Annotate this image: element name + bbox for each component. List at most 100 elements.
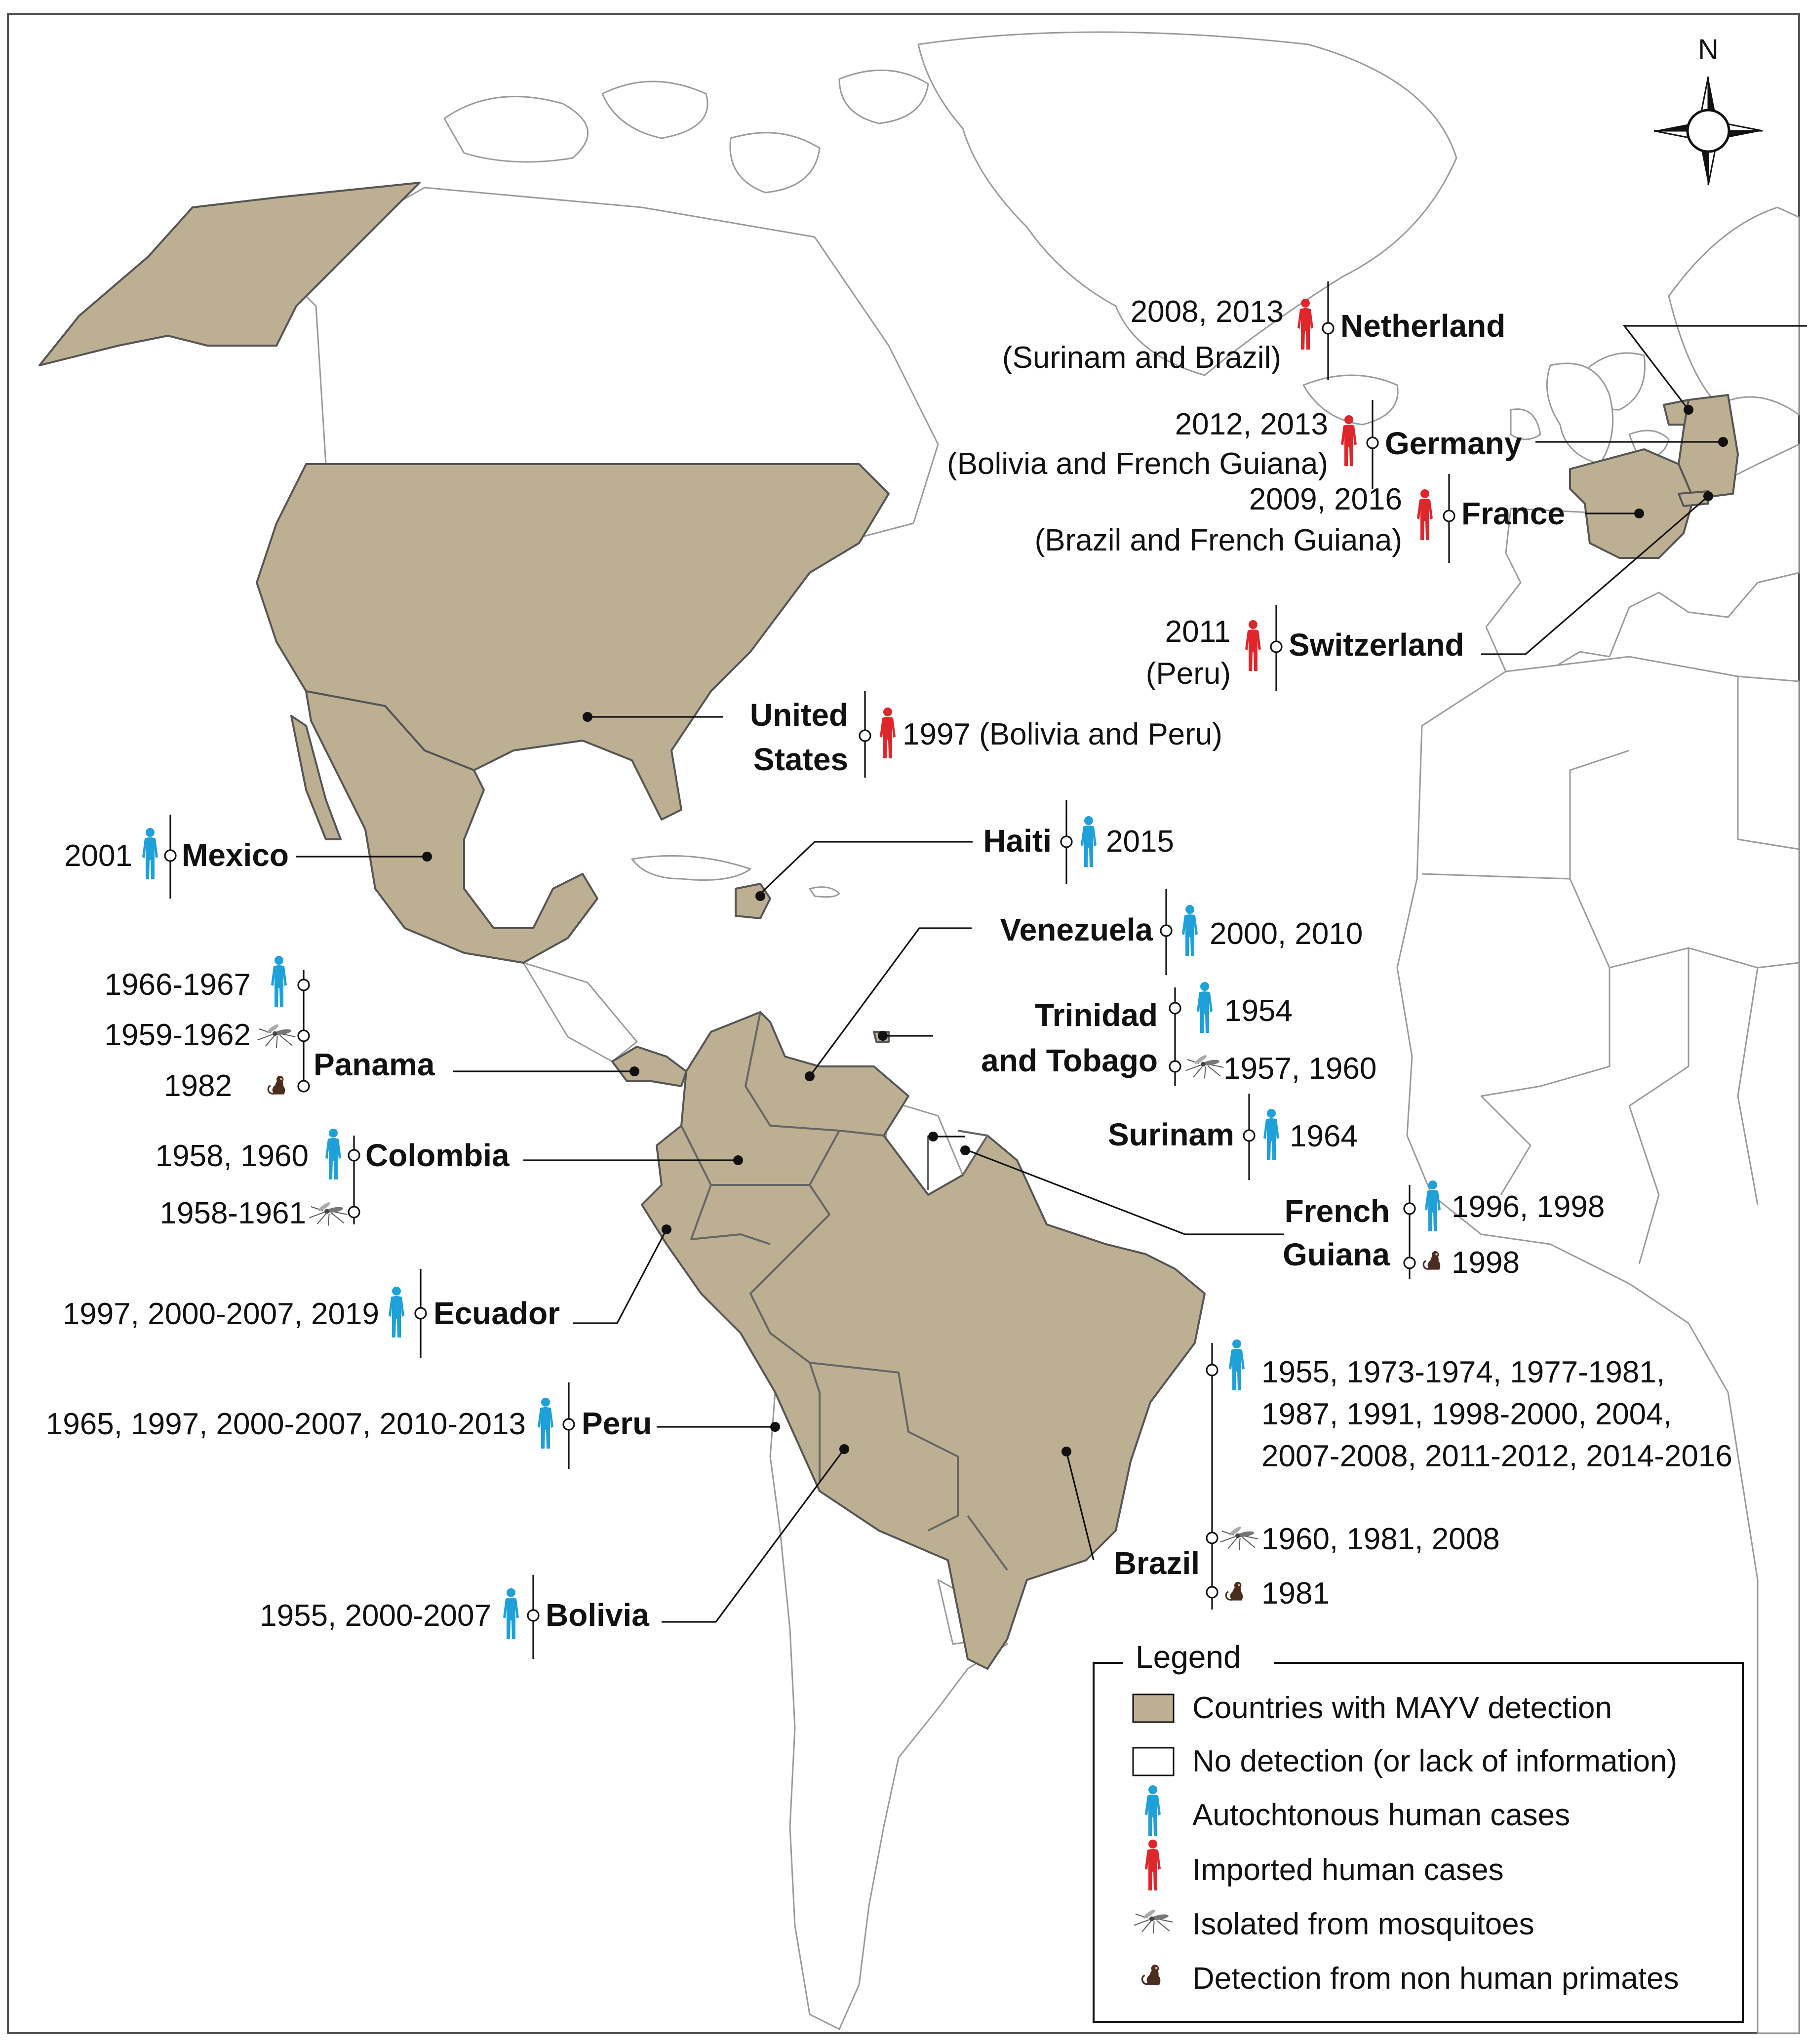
brazil-human-years-line1: 1955, 1973-1974, 1977-1981, [1261, 1355, 1665, 1389]
trinidad-human-years: 1954 [1224, 994, 1293, 1028]
colombia-mosquito-years: 1958-1961 [160, 1196, 307, 1230]
country-panama [611, 1046, 687, 1087]
autochthonous-human-icon [1263, 1109, 1279, 1160]
peru-years: 1965, 1997, 2000-2007, 2010-2013 [46, 1407, 526, 1441]
trinidad-name-line1: Trinidad [1035, 997, 1158, 1033]
mosquito-icon [309, 1200, 348, 1226]
autochthonous-human-icon [271, 956, 287, 1007]
annotation-ecuador: 1997, 2000-2007, 2019 Ecuador [63, 1269, 560, 1358]
autochthonous-human-icon [1081, 816, 1097, 867]
country-france [1569, 448, 1694, 559]
mosquito-icon [1219, 1525, 1259, 1551]
imported-human-icon [1245, 620, 1261, 671]
colombia-human-years: 1958, 1960 [156, 1139, 309, 1173]
french-guiana-human-years: 1996, 1998 [1452, 1190, 1605, 1224]
legend-title: Legend [1136, 1639, 1241, 1675]
surinam-name: Surinam [1108, 1117, 1234, 1152]
french-guiana-name-line2: Guiana [1283, 1237, 1390, 1272]
brazil-human-years-line2: 1987, 1991, 1998-2000, 2004, [1261, 1397, 1672, 1431]
location-dots [422, 405, 1728, 1456]
switzerland-name: Switzerland [1289, 627, 1464, 663]
autochthonous-human-icon [142, 828, 158, 879]
germany-origin: (Bolivia and French Guiana) [947, 447, 1328, 481]
netherland-origin: (Surinam and Brazil) [1002, 341, 1281, 375]
mosquito-icon [1185, 1053, 1224, 1079]
annotation-french-guiana: French Guiana 1996, 1998 1998 [1283, 1180, 1605, 1280]
autochthonous-human-icon [503, 1588, 519, 1639]
autochthonous-human-icon [538, 1398, 553, 1449]
imported-human-icon [880, 708, 896, 758]
peru-name: Peru [582, 1406, 652, 1441]
netherland-years: 2008, 2013 [1131, 295, 1284, 329]
annotation-netherland: 2008, 2013 (Surinam and Brazil) Netherla… [1002, 281, 1505, 380]
annotation-brazil: 1955, 1973-1974, 1977-1981, 1987, 1991, … [1114, 1339, 1732, 1611]
legend-label-mosquitoes: Isolated from mosquitoes [1192, 1907, 1534, 1941]
haiti-years: 2015 [1106, 825, 1174, 859]
annotation-united-states: United States 1997 (Bolivia and Peru) [750, 691, 1222, 778]
brazil-name: Brazil [1114, 1545, 1200, 1581]
no-detection-swatch [1132, 1747, 1175, 1776]
panama-mosquito-years: 1959-1962 [105, 1018, 251, 1052]
venezuela-years: 2000, 2010 [1210, 917, 1363, 951]
detected-swatch [1132, 1693, 1175, 1723]
autochthonous-human-icon [1182, 905, 1198, 956]
annotation-mexico: 2001 Mexico [64, 815, 289, 899]
country-mexico [305, 690, 598, 964]
imported-human-icon [1417, 489, 1433, 540]
france-years: 2009, 2016 [1249, 482, 1402, 516]
ecuador-name: Ecuador [433, 1296, 560, 1331]
switzerland-origin: (Peru) [1146, 657, 1231, 691]
legend-label-autochthonous: Autochtonous human cases [1192, 1798, 1570, 1832]
compass-rose [1653, 76, 1763, 186]
annotation-panama: 1966-1967 1959-1962 1982 Panama [105, 956, 435, 1103]
netherland-name: Netherland [1340, 308, 1505, 344]
trinidad-name-line2: and Tobago [981, 1043, 1158, 1078]
primate-icon [1422, 1250, 1441, 1271]
annotation-trinidad-and-tobago: Trinidad and Tobago 1954 1957, 1960 [981, 982, 1376, 1086]
country-united-states [256, 463, 890, 821]
annotation-switzerland: 2011 (Peru) Switzerland [1146, 605, 1464, 691]
bolivia-years: 1955, 2000-2007 [260, 1599, 491, 1633]
legend-box [1093, 1662, 1744, 2023]
annotation-surinam: Surinam 1964 [1108, 1094, 1358, 1180]
united-states-name-line1: United [750, 697, 848, 733]
bolivia-name: Bolivia [546, 1597, 649, 1633]
brazil-primate-years: 1981 [1261, 1576, 1330, 1611]
primate-icon [267, 1075, 286, 1096]
brazil-mosquito-years: 1960, 1981, 2008 [1261, 1522, 1500, 1556]
brazil-human-years-line3: 2007-2008, 2011-2012, 2014-2016 [1261, 1439, 1732, 1473]
legend-label-no-detection: No detection (or lack of information) [1192, 1744, 1677, 1778]
leader-lines [296, 325, 1807, 1623]
trinidad-mosquito-years: 1957, 1960 [1223, 1052, 1376, 1086]
legend-label-primates: Detection from non human primates [1192, 1962, 1679, 1996]
french-guiana-primate-years: 1998 [1452, 1246, 1520, 1280]
ecuador-years: 1997, 2000-2007, 2019 [63, 1297, 379, 1331]
colombia-name: Colombia [365, 1138, 510, 1173]
mosquito-icon [257, 1022, 296, 1049]
south-american-borders [680, 1012, 1008, 1571]
panama-name: Panama [314, 1047, 435, 1082]
united-states-name-line2: States [753, 742, 848, 777]
french-guiana-name-line1: French [1285, 1193, 1390, 1229]
country-alaska [39, 182, 421, 366]
annotation-france: 2009, 2016 (Brazil and French Guiana) Fr… [1035, 474, 1565, 563]
europe-detection [1569, 394, 1739, 559]
legend-label-imported: Imported human cases [1192, 1853, 1504, 1887]
autochthonous-human-icon [1229, 1339, 1245, 1390]
france-name: France [1461, 496, 1565, 531]
germany-name: Germany [1385, 426, 1522, 461]
annotation-bolivia: 1955, 2000-2007 Bolivia [260, 1575, 649, 1659]
imported-human-icon [1297, 299, 1313, 350]
primate-icon [1225, 1581, 1244, 1602]
annotation-germany: 2012, 2013 (Bolivia and French Guiana) G… [947, 400, 1522, 489]
compass-north-label: N [1698, 34, 1719, 66]
surinam-years: 1964 [1290, 1119, 1358, 1153]
annotation-peru: 1965, 1997, 2000-2007, 2010-2013 Peru [46, 1382, 652, 1469]
autochthonous-human-icon [389, 1287, 404, 1337]
country-south-america-detection [641, 1011, 1206, 1670]
switzerland-years: 2011 [1165, 615, 1231, 649]
landmass-mayv-detection [39, 182, 1206, 1670]
annotation-haiti: Haiti 2015 [983, 800, 1174, 884]
france-origin: (Brazil and French Guiana) [1035, 523, 1402, 557]
united-states-years: 1997 (Bolivia and Peru) [903, 717, 1222, 751]
